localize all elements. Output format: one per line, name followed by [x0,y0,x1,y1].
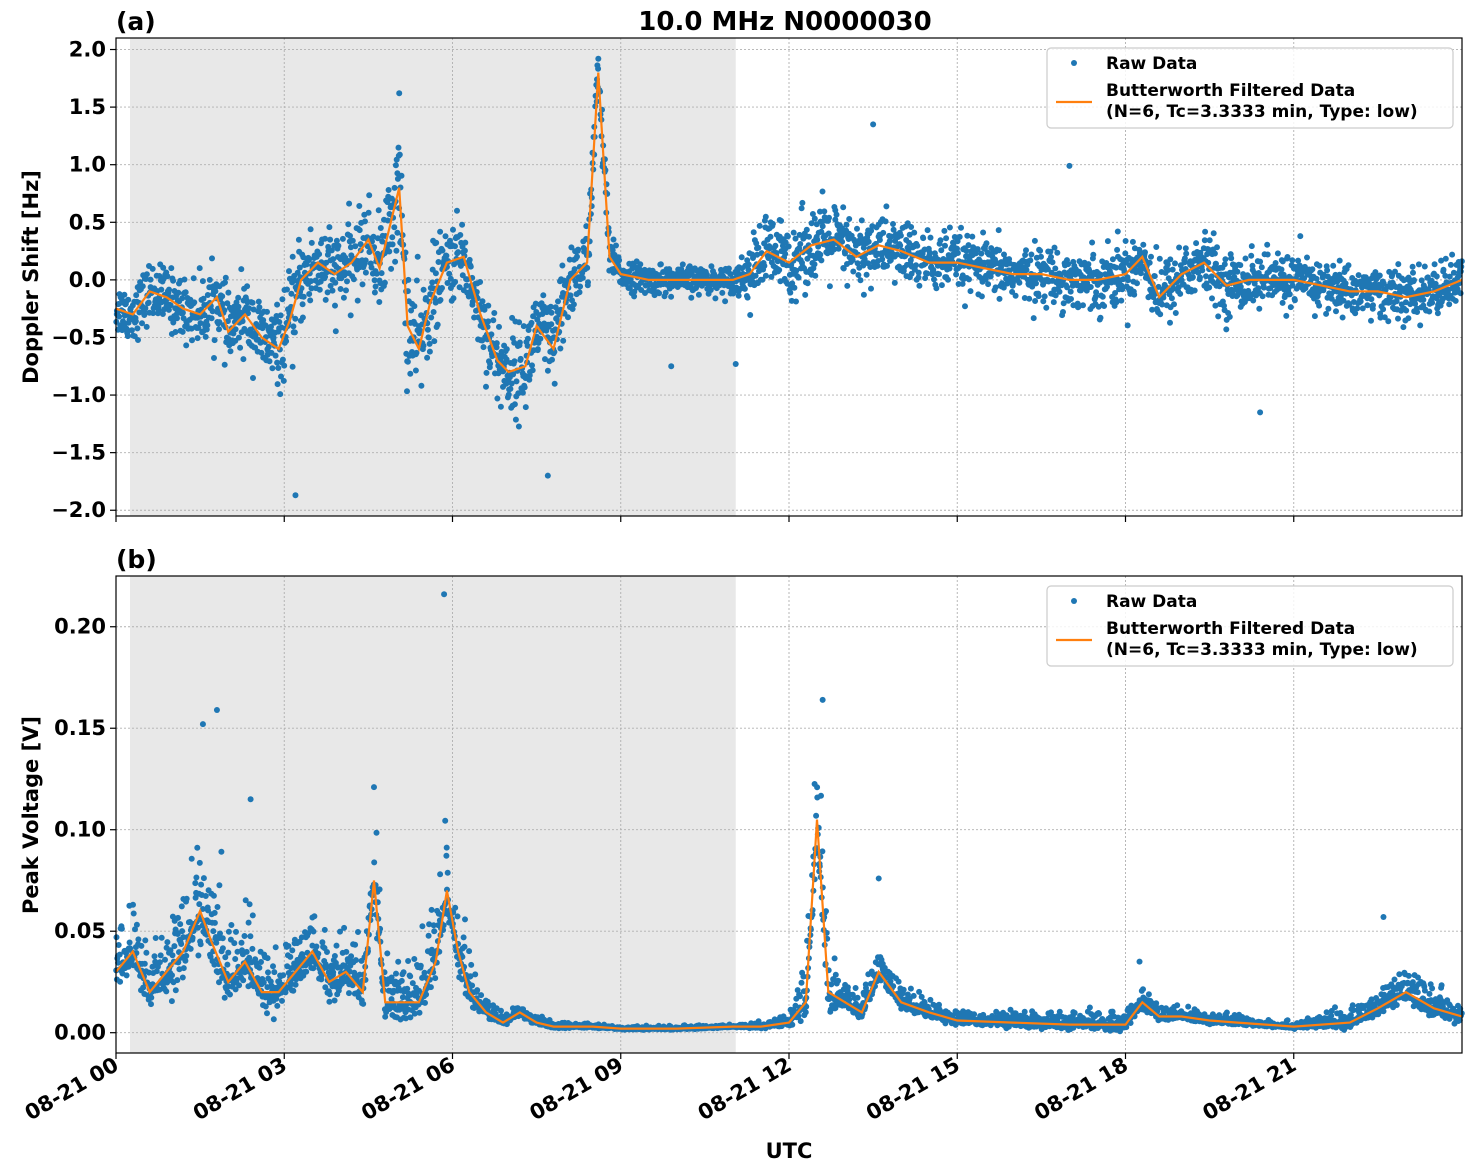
legend-raw-label: Raw Data [1106,592,1197,612]
panel-b-legend: Raw Data Butterworth Filtered Data (N=6,… [1046,585,1454,667]
panel-b-filtered-line [115,819,1463,1030]
y-tick-label: 0.00 [54,1021,106,1045]
x-tick-label: 08-21 09 [525,1053,627,1126]
panel-a-y-axis: 2.0 1.5 1.0 0.5 0.0 −0.5 −1.0 −1.5 −2.0 [51,38,116,522]
y-tick-label: 0.0 [69,268,106,292]
raw-data-outlier [213,706,220,713]
raw-data-points [113,62,1465,430]
raw-data-outlier [875,875,882,882]
panel-a-legend: Raw Data Butterworth Filtered Data (N=6,… [1046,47,1454,129]
raw-data-outlier [544,472,551,479]
raw-data-outlier [199,721,206,728]
x-tick-label: 08-21 21 [1198,1053,1300,1126]
panel-b-y-axis: 0.20 0.15 0.10 0.05 0.00 [54,615,116,1045]
y-tick-label: 1.0 [69,153,106,177]
y-tick-label: 1.5 [69,95,106,119]
panel-a-ylabel: Doppler Shift [Hz] [19,170,43,384]
x-tick-label: 08-21 03 [189,1053,291,1126]
y-tick-label: 2.0 [69,38,106,62]
y-tick-label: −1.5 [51,441,106,465]
panel-b-x-axis: 08-21 00 08-21 03 08-21 06 08-21 09 08-21 12… [21,1053,1301,1126]
y-tick-label: 0.15 [54,716,106,740]
chart-title: 10.0 MHz N0000030 [638,7,931,37]
legend-filtered-label-line2: (N=6, Tc=3.3333 min, Type: low) [1106,102,1418,122]
y-tick-label: 0.20 [54,615,106,639]
y-tick-label: 0.5 [69,210,106,234]
x-tick-label: 08-21 00 [21,1053,123,1126]
panel-b-ylabel: Peak Voltage [V] [19,716,43,914]
legend-box [1046,47,1454,129]
y-tick-label: −0.5 [51,325,106,349]
raw-data-outlier [668,363,675,370]
raw-data-outlier [819,696,826,703]
y-tick-label: 0.05 [54,919,106,943]
raw-data-outlier [1066,162,1073,169]
panel-a: 2.0 1.5 1.0 0.5 0.0 −0.5 −1.0 −1.5 −2.0 (a) Dopp… [19,7,1465,522]
panel-a-x-axis [115,516,1295,522]
y-tick-label: −1.0 [51,383,106,407]
raw-data-outlier [732,360,739,367]
legend-filtered-label-line1: Butterworth Filtered Data [1106,81,1355,101]
raw-data-outlier [1380,914,1387,921]
raw-data-outlier [1136,958,1143,965]
raw-data-points [113,781,1465,1035]
legend-raw-marker [1071,598,1077,604]
x-tick-label: 08-21 15 [862,1053,964,1126]
panel-b-raw-series [113,591,1465,1035]
panel-a-label: (a) [116,7,156,36]
y-tick-label: 0.10 [54,818,106,842]
raw-data-outlier [870,121,877,128]
x-tick-label: 08-21 06 [357,1053,459,1126]
legend-raw-label: Raw Data [1106,54,1197,74]
x-tick-label: 08-21 18 [1030,1053,1132,1126]
raw-data-outlier [292,492,299,499]
raw-data-outlier [396,90,403,97]
panel-a-filtered-line [115,72,1463,374]
raw-data-outlier [441,591,448,598]
panel-b-label: (b) [116,545,157,574]
raw-data-outlier [247,796,254,803]
x-axis-label: UTC [766,1139,813,1163]
panel-b-grid [115,576,1462,1053]
raw-data-outlier [595,55,602,62]
legend-box [1046,585,1454,667]
panel-b: 0.200.150.100.050.00 08-21 00 08-21 03 08-… [19,545,1465,1125]
legend-raw-marker [1071,60,1077,66]
panel-a-raw-series [113,55,1465,499]
raw-data-outlier [370,784,377,791]
panel-a-grid [115,38,1462,516]
raw-data-outlier [1257,409,1264,416]
legend-filtered-label-line2: (N=6, Tc=3.3333 min, Type: low) [1106,640,1418,660]
y-tick-label: −2.0 [51,498,106,522]
x-tick-label: 08-21 12 [694,1053,796,1126]
legend-filtered-label-line1: Butterworth Filtered Data [1106,619,1355,639]
